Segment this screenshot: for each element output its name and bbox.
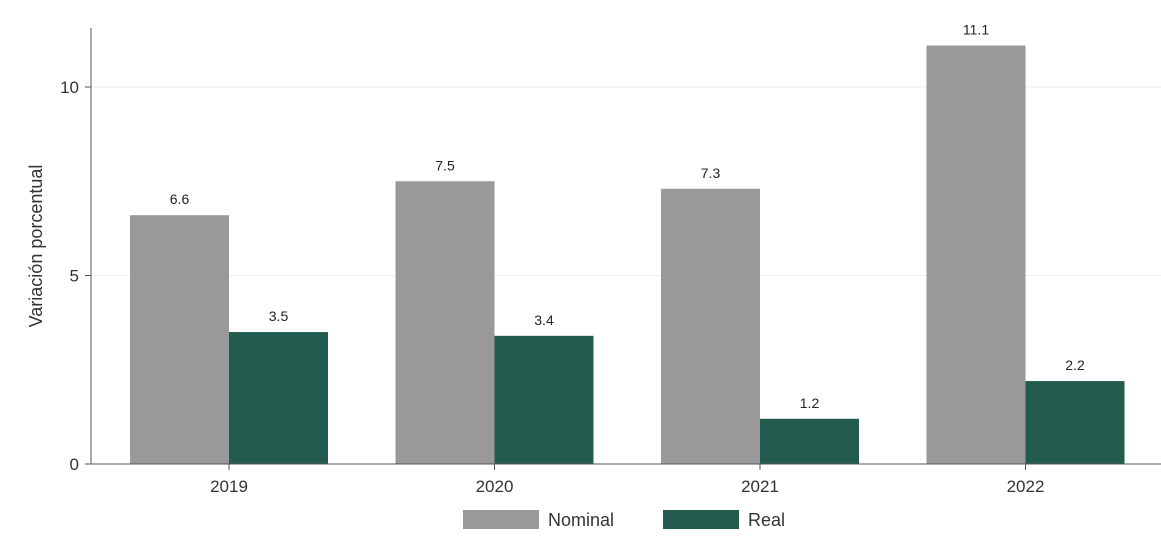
bars (130, 45, 1125, 465)
bar-real-2022 (1025, 381, 1125, 464)
bar-real-2019 (229, 332, 328, 464)
x-tick-label: 2021 (741, 477, 779, 496)
data-label: 7.3 (701, 165, 721, 181)
data-label: 6.6 (170, 191, 190, 207)
data-label: 7.5 (435, 157, 455, 173)
x-axis-ticks: 2019 2020 2021 2022 (210, 464, 1044, 496)
data-label: 11.1 (963, 22, 989, 38)
data-label: 2.2 (1065, 357, 1085, 373)
legend-label-real: Real (748, 510, 785, 530)
x-tick-label: 2019 (210, 477, 248, 496)
y-tick-label: 10 (60, 78, 79, 97)
data-label: 3.4 (534, 312, 554, 328)
bar-nominal-2021 (661, 188, 760, 465)
data-label: 3.5 (269, 308, 289, 324)
bar-nominal-2022 (926, 45, 1026, 464)
x-tick-label: 2020 (476, 477, 514, 496)
y-axis-title: Variación porcentual (26, 165, 46, 328)
x-tick-label: 2022 (1007, 477, 1045, 496)
data-labels: 6.6 3.5 7.5 3.4 7.3 1.2 11.1 2.2 (170, 22, 1085, 411)
legend-swatch-real (663, 510, 739, 529)
bar-nominal-2020 (395, 181, 495, 464)
y-tick-label: 5 (70, 267, 79, 286)
bar-nominal-2019 (130, 215, 229, 464)
legend: Nominal Real (463, 510, 785, 530)
bar-real-2021 (760, 418, 859, 464)
bar-real-2020 (494, 335, 594, 464)
y-axis-ticks: 0 5 10 (60, 78, 91, 474)
y-tick-label: 0 (70, 455, 79, 474)
legend-swatch-nominal (463, 510, 539, 529)
legend-label-nominal: Nominal (548, 510, 614, 530)
data-label: 1.2 (800, 395, 820, 411)
